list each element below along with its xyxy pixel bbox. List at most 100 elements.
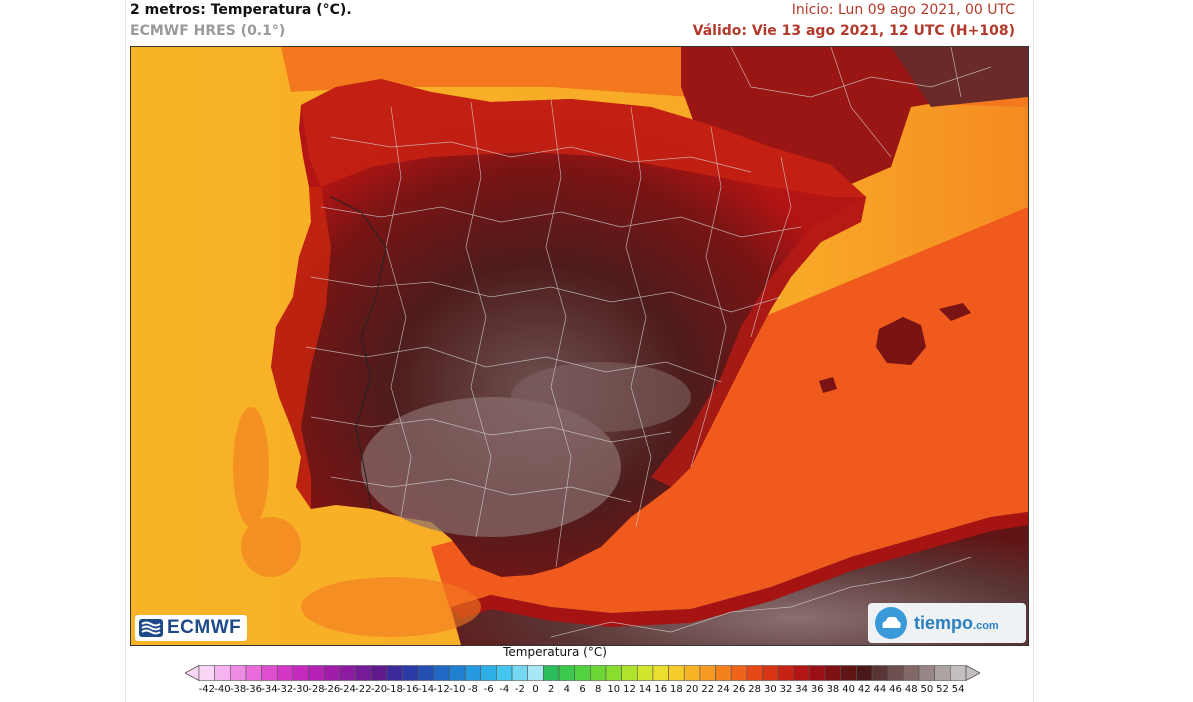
scale-tick-label: -36	[245, 684, 262, 695]
scale-swatch	[480, 665, 497, 681]
scale-swatch	[214, 665, 231, 681]
scale-tick-label: 54	[951, 684, 965, 695]
scale-tick-label: 40	[842, 684, 855, 695]
scale-swatch	[292, 665, 309, 681]
scale-swatch	[590, 665, 607, 681]
scale-tick-label: 14	[638, 684, 652, 695]
map-canvas	[131, 47, 1028, 645]
map-title: 2 metros: Temperatura (°C).	[130, 2, 352, 18]
valid-time: Válido: Vie 13 ago 2021, 12 UTC (H+108)	[692, 23, 1015, 39]
scale-swatch	[683, 665, 701, 681]
scale-tick-label: 26	[732, 684, 746, 695]
scale-swatch	[543, 665, 560, 681]
scale-swatch	[934, 665, 951, 681]
scale-swatch	[856, 665, 873, 681]
scale-tick-label: 20	[685, 684, 699, 695]
scale-swatch	[527, 665, 544, 681]
scale-tick-label: 8	[594, 684, 602, 695]
scale-tick-label: 46	[889, 684, 902, 695]
scale-swatch	[621, 665, 638, 681]
guadalquivir-hotspot	[361, 397, 621, 537]
menorca-island	[939, 303, 971, 321]
ecmwf-logo: ECMWF	[135, 615, 248, 641]
scale-tick-label: -26	[323, 684, 341, 695]
scale-arrow-right	[965, 665, 980, 681]
scale-tick-label: -40	[214, 684, 231, 695]
france-inland	[891, 47, 1028, 107]
model-subtitle: ECMWF HRES (0.1°)	[130, 23, 286, 39]
scale-swatch	[746, 665, 763, 681]
scale-tick-label: 32	[779, 684, 793, 695]
scale-tick-label: 24	[717, 684, 730, 695]
ecmwf-waves-icon	[139, 619, 163, 637]
scale-swatch	[402, 665, 419, 681]
temperature-map: ECMWF tiempo.com	[130, 46, 1029, 646]
scale-swatch	[793, 665, 810, 681]
scale-tick-label: -4	[499, 684, 510, 695]
scale-tick-label: -22	[355, 684, 372, 695]
scale-swatch	[824, 665, 842, 681]
scale-swatch	[558, 665, 575, 681]
scale-tick-label: 22	[701, 684, 715, 695]
scale-swatch	[339, 665, 356, 681]
temperature-color-scale	[185, 665, 980, 681]
scale-swatch	[668, 665, 685, 681]
scale-swatch	[762, 665, 779, 681]
scale-swatch	[464, 665, 482, 681]
tiempo-logo-text: tiempo.com	[914, 612, 999, 633]
scale-swatch	[871, 665, 889, 681]
scale-tick-label: 36	[810, 684, 824, 695]
scale-tick-label: 42	[857, 684, 871, 695]
scale-tick-label: 48	[904, 684, 918, 695]
scale-tick-label: -8	[467, 684, 478, 695]
guadiana-hotspot	[511, 362, 691, 432]
scale-tick-label: 30	[763, 684, 777, 695]
scale-tick-label: 16	[654, 684, 668, 695]
scale-tick-label: -10	[449, 684, 466, 695]
scale-tick-label: -42	[198, 684, 215, 695]
scale-tick-label: -2	[514, 684, 525, 695]
scale-swatch	[777, 665, 795, 681]
scale-tick-label: 4	[563, 684, 571, 695]
scale-swatch	[276, 665, 294, 681]
mallorca-island	[876, 317, 926, 365]
scale-tick-label: 6	[579, 684, 586, 695]
scale-swatch	[245, 665, 262, 681]
scale-tick-label: -12	[433, 684, 450, 695]
scale-swatch	[715, 665, 732, 681]
scale-swatch	[433, 665, 450, 681]
atlantic-warm-patches	[233, 407, 481, 637]
scale-swatch	[887, 665, 904, 681]
scale-tick-label: 44	[873, 684, 887, 695]
cantabrian-coast	[301, 79, 866, 197]
scale-arrow-left	[185, 665, 200, 681]
scale-tick-label: 34	[795, 684, 809, 695]
scale-swatch	[355, 665, 372, 681]
scale-swatch	[730, 665, 748, 681]
scale-swatch	[918, 665, 935, 681]
init-time: Inicio: Lun 09 ago 2021, 00 UTC	[791, 2, 1015, 18]
portugal-border	[330, 196, 387, 510]
scale-tick-label: 12	[623, 684, 636, 695]
scale-tick-label: 52	[936, 684, 949, 695]
scale-tick-label: 10	[607, 684, 621, 695]
scale-tick-label: -18	[386, 684, 403, 695]
scale-tick-label: -32	[276, 684, 294, 695]
scale-tick-label: -16	[402, 684, 419, 695]
cloud-icon	[875, 607, 907, 639]
scale-swatch	[323, 665, 341, 681]
scale-tick-label: 28	[748, 684, 762, 695]
scale-swatch	[636, 665, 654, 681]
scale-swatch	[950, 665, 967, 681]
ibiza-island	[819, 377, 837, 393]
scale-swatch	[699, 665, 716, 681]
scale-swatch	[840, 665, 857, 681]
scale-tick-label: -28	[308, 684, 325, 695]
temperature-scale-labels: -42 -40 -38 -36 -34 -32 -30 -28 -26 -24 -22 -20 -18-…	[186, 684, 986, 698]
scale-swatch	[417, 665, 435, 681]
legend-title: Temperatura (°C)	[503, 645, 607, 659]
scale-swatch	[261, 665, 278, 681]
scale-tick-label: -30	[292, 684, 309, 695]
scale-swatch	[511, 665, 529, 681]
scale-tick-label: -6	[483, 684, 494, 695]
